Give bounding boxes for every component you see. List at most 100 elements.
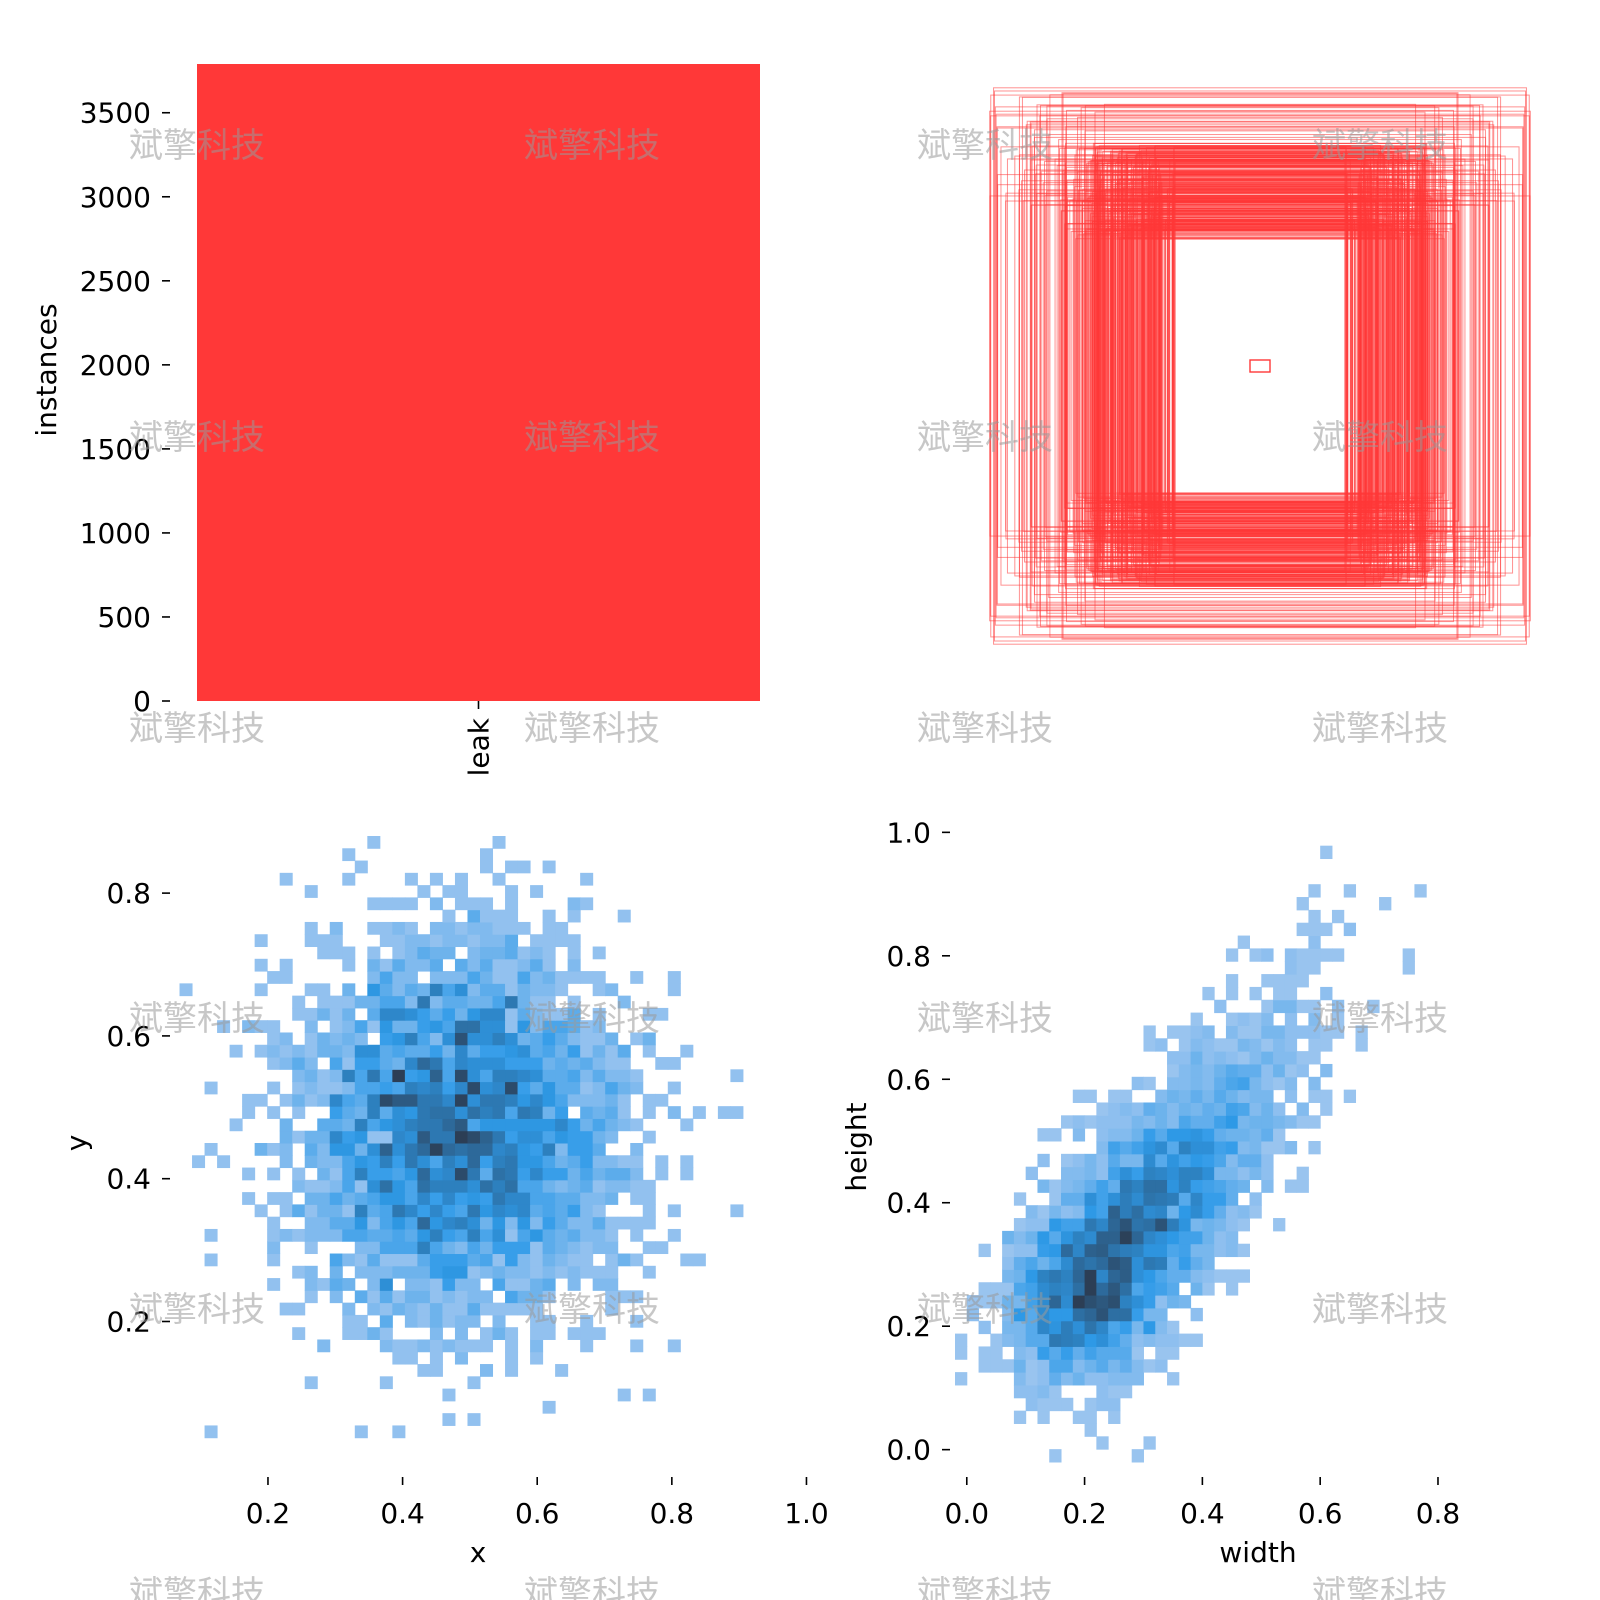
histogram-cell <box>392 1253 406 1267</box>
histogram-cell <box>530 1130 544 1144</box>
histogram-cell <box>530 885 544 898</box>
histogram-cell <box>267 1253 281 1267</box>
histogram-cell <box>1178 1063 1192 1078</box>
histogram-cell <box>1214 1115 1227 1129</box>
histogram-cell <box>1178 1051 1192 1065</box>
histogram-cell <box>1131 1346 1144 1360</box>
histogram-cell <box>580 1192 594 1205</box>
histogram-cell <box>517 1081 531 1095</box>
histogram-cell <box>492 1020 506 1033</box>
histogram-cell <box>417 1069 431 1083</box>
histogram-cell <box>429 1327 443 1340</box>
histogram-cell <box>392 1179 406 1193</box>
histogram-cell <box>1167 1153 1180 1168</box>
histogram-cell <box>1202 1179 1215 1193</box>
histogram-cell <box>367 1278 381 1291</box>
histogram-cell <box>379 1241 393 1255</box>
histogram-cell <box>417 1228 431 1242</box>
watermark-text: 斌擎科技 <box>917 709 1053 749</box>
histogram-cell <box>480 1228 494 1242</box>
histogram-cell <box>1072 1359 1086 1373</box>
histogram-cell <box>467 1376 481 1390</box>
histogram-cell <box>1320 1038 1333 1052</box>
histogram-cell <box>1072 1192 1086 1206</box>
histogram-cell <box>454 1057 468 1070</box>
histogram-cell <box>317 1118 331 1132</box>
histogram-cell <box>517 1204 531 1218</box>
histogram-cell <box>404 1032 418 1046</box>
histogram-cell <box>304 1093 318 1107</box>
histogram-cell <box>329 1069 343 1083</box>
watermark-text: 斌擎科技 <box>917 126 1053 166</box>
histogram-cell <box>530 1081 544 1095</box>
histogram-cell <box>642 1216 656 1230</box>
histogram-cell <box>542 1143 556 1156</box>
histogram-cell <box>379 1118 393 1132</box>
histogram-cell <box>1061 1205 1074 1219</box>
histogram-cell <box>367 1081 381 1095</box>
histogram-cell <box>480 1044 494 1058</box>
bounding-box <box>1159 172 1361 560</box>
bounding-box <box>1168 202 1352 530</box>
histogram-cell <box>1237 1128 1250 1142</box>
bar-leak <box>197 64 760 701</box>
bounding-box <box>1154 229 1366 503</box>
histogram-cell <box>429 1167 443 1181</box>
histogram-cell <box>517 921 531 935</box>
histogram-cell <box>404 1106 418 1119</box>
bounding-box <box>1168 202 1352 530</box>
histogram-cell <box>542 1216 556 1230</box>
histogram-cell <box>580 1216 594 1230</box>
histogram-cell <box>342 1314 356 1328</box>
histogram-cell <box>417 1032 431 1046</box>
histogram-cell <box>442 1069 456 1083</box>
histogram-cell <box>1013 1243 1027 1258</box>
histogram-cell <box>329 1253 343 1267</box>
histogram-cell <box>1190 1192 1203 1206</box>
histogram-cell <box>442 1278 456 1291</box>
histogram-cell <box>1167 1372 1180 1386</box>
histogram-cell <box>492 1106 506 1119</box>
histogram-cell <box>204 1253 218 1267</box>
y-tick-label: 1000 <box>80 517 151 550</box>
histogram-cell <box>1225 1128 1239 1142</box>
histogram-cell <box>630 1179 644 1193</box>
histogram-cell <box>317 1179 331 1193</box>
histogram-cell <box>1284 1051 1298 1065</box>
histogram-cell <box>1119 1320 1133 1335</box>
histogram-cell <box>304 1204 318 1218</box>
histogram-cell <box>379 1069 393 1083</box>
histogram-cell <box>329 1290 343 1304</box>
histogram-cell <box>1025 1295 1038 1309</box>
histogram-cell <box>1119 1102 1133 1116</box>
histogram-cell <box>1072 1243 1086 1258</box>
histogram-cell <box>454 995 468 1009</box>
histogram-cell <box>480 1130 494 1144</box>
histogram-cell <box>530 1143 544 1156</box>
histogram-cell <box>642 1032 656 1046</box>
histogram-cell <box>354 1081 368 1095</box>
histogram-cell <box>1331 948 1345 962</box>
histogram-cell <box>542 1253 556 1267</box>
bounding-box <box>1144 226 1376 506</box>
histogram-cell <box>517 1253 531 1267</box>
histogram-cell <box>1096 1192 1109 1206</box>
histogram-cell <box>542 1327 556 1340</box>
histogram-cell <box>1214 1128 1227 1142</box>
histogram-cell <box>580 1118 594 1132</box>
histogram-cell <box>417 885 431 898</box>
histogram-cell <box>517 1278 531 1291</box>
bounding-box <box>1163 228 1357 504</box>
histogram-cell <box>329 1155 343 1169</box>
histogram-cell <box>1178 1218 1192 1232</box>
histogram-cell <box>329 1007 343 1021</box>
histogram-cell <box>1261 999 1274 1014</box>
histogram-cell <box>379 1179 393 1193</box>
histogram-cell <box>542 1204 556 1218</box>
histogram-cell <box>1108 1179 1121 1193</box>
histogram-cell <box>580 1044 594 1058</box>
histogram-cell <box>1143 1128 1156 1142</box>
y-tick-label: 0.2 <box>106 1305 151 1338</box>
histogram-cell <box>454 1192 468 1205</box>
histogram-cell <box>379 1228 393 1242</box>
